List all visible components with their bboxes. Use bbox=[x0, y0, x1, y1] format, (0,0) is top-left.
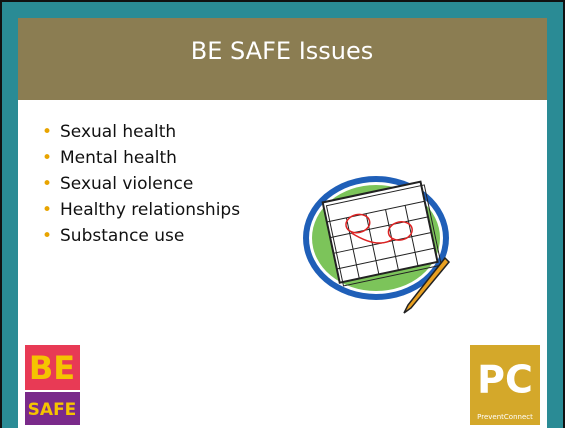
bullet-dot: • bbox=[42, 174, 52, 194]
bullet-dot: • bbox=[42, 122, 52, 142]
bullet-text: Sexual health bbox=[60, 122, 176, 142]
page: BE SAFE Issues • Sexual health • Mental hea… bbox=[0, 0, 565, 428]
logo-safe: SAFE bbox=[28, 400, 77, 420]
slide-title: BE SAFE Issues bbox=[191, 37, 374, 65]
logo-name: PreventConnect bbox=[477, 413, 533, 421]
logo-pc: PC bbox=[477, 358, 533, 402]
bullet-text: Healthy relationships bbox=[60, 200, 240, 220]
preventconnect-logo: PC PreventConnect bbox=[470, 345, 540, 425]
bullet-dot: • bbox=[42, 200, 52, 220]
bullet-text: Sexual violence bbox=[60, 174, 193, 194]
be-safe-logo: BE SAFE bbox=[25, 345, 80, 425]
bullet-text: Substance use bbox=[60, 226, 184, 246]
logo-be: BE bbox=[29, 349, 75, 387]
bullet-dot: • bbox=[42, 148, 52, 168]
slide: BE SAFE Issues • Sexual health • Mental hea… bbox=[0, 0, 565, 428]
bullet-text: Mental health bbox=[60, 148, 177, 168]
bullet-dot: • bbox=[42, 226, 52, 246]
